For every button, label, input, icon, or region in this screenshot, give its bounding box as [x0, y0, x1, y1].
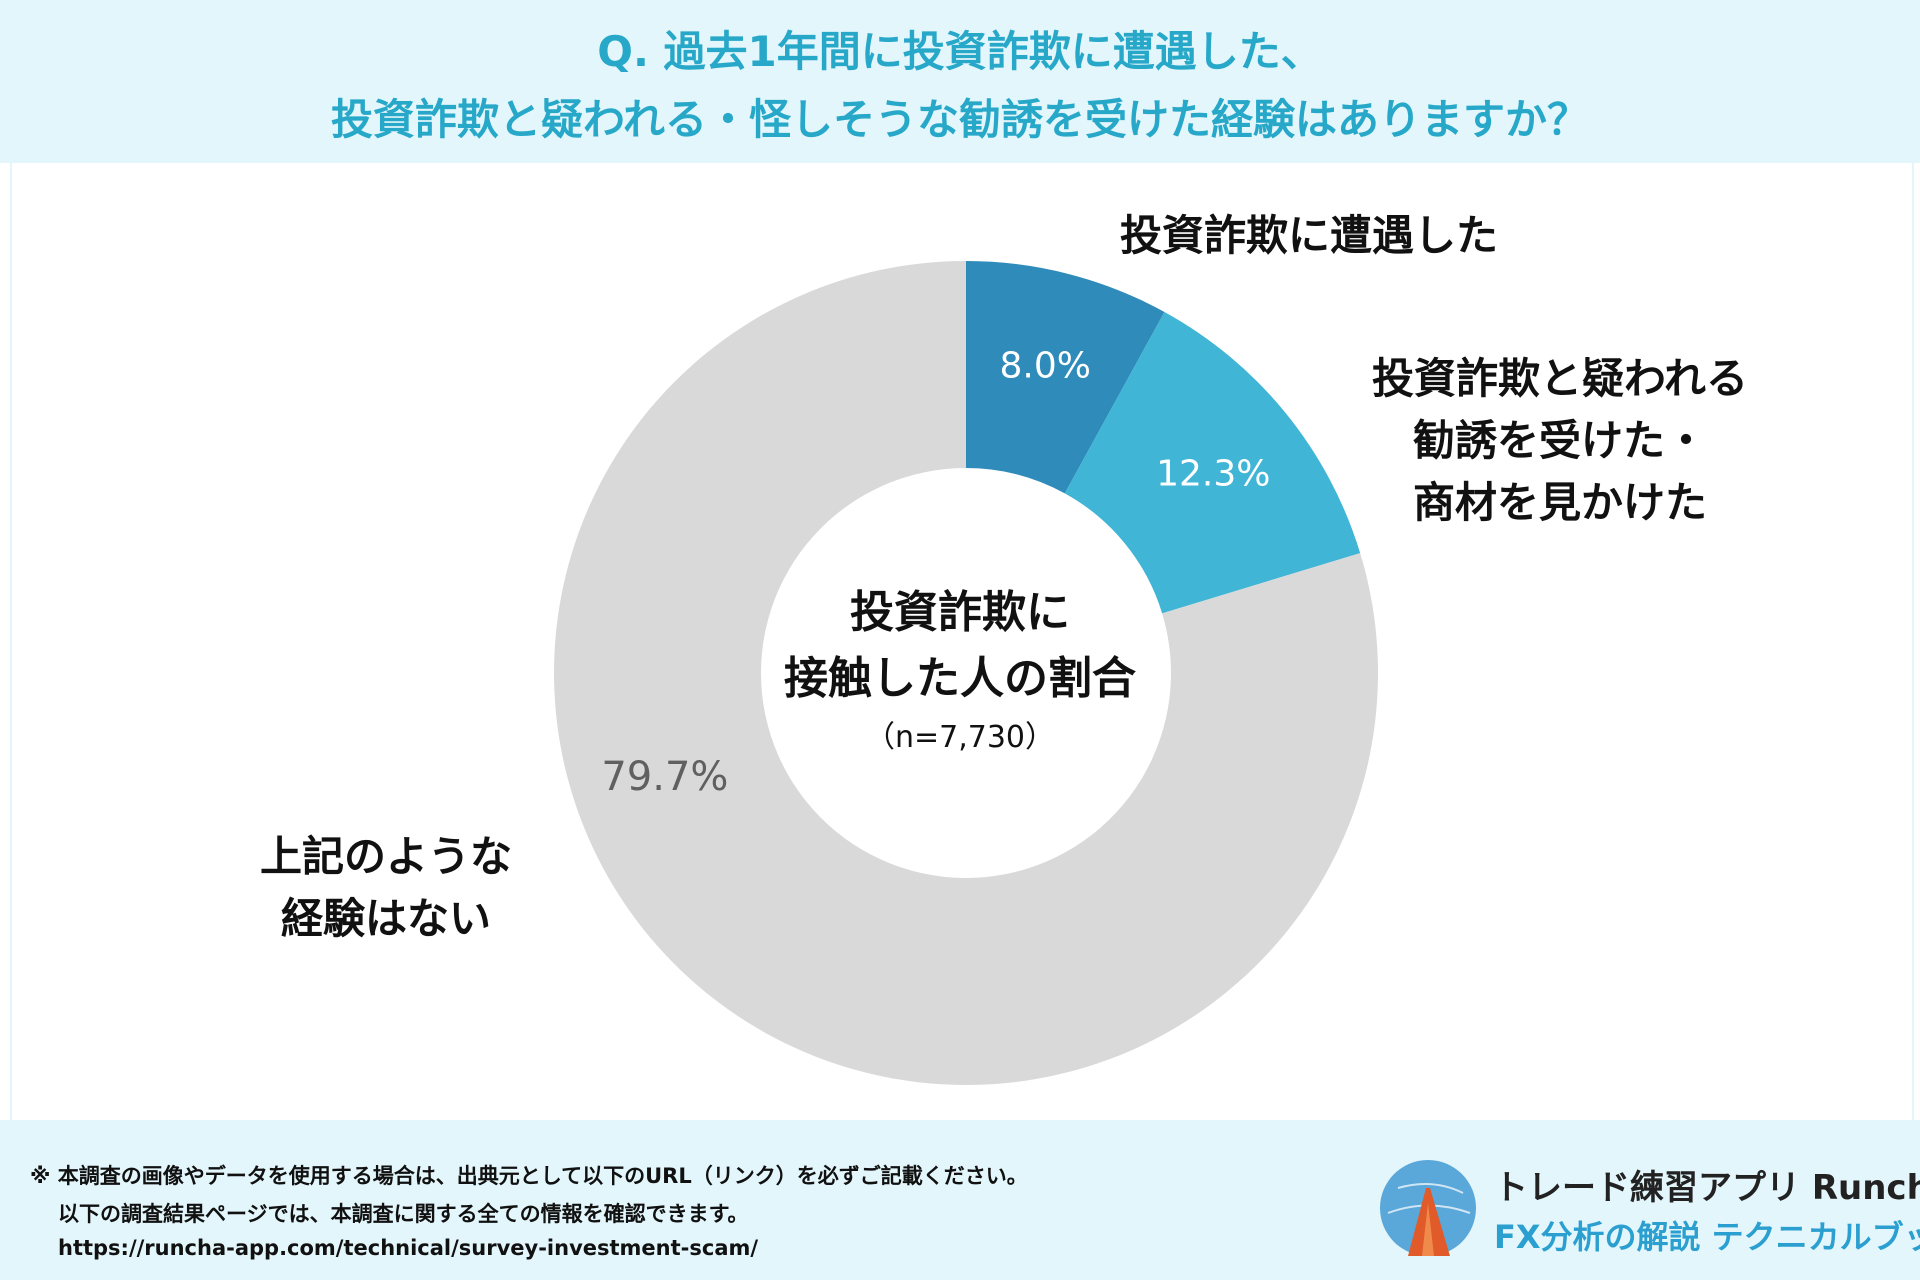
- slice-none: [554, 261, 1379, 1085]
- category-label-none: 上記のような 経験はない: [236, 826, 536, 950]
- sample-size: （n=7,730）: [864, 720, 1056, 755]
- source-url-link[interactable]: https://runcha-app.com/technical/survey-…: [58, 1236, 759, 1260]
- category-label-line: 上記のような: [259, 832, 512, 881]
- brand-name: トレード練習アプリ Runcha: [1494, 1168, 1920, 1208]
- center-title-line: 投資詐欺に: [850, 587, 1070, 638]
- center-title: 投資詐欺に接触した人の割合: [740, 580, 1180, 712]
- value-label: 12.3%: [1156, 453, 1270, 494]
- value-label: 8.0%: [999, 346, 1090, 387]
- category-label-line: 勧誘を受けた・: [1412, 416, 1707, 465]
- category-label-line: 商材を見かけた: [1412, 478, 1707, 527]
- category-label-line: 経験はない: [280, 894, 491, 943]
- brand-tagline: FX分析の解説 テクニカルブック: [1494, 1218, 1920, 1256]
- category-label-line: 投資詐欺と疑われる: [1372, 354, 1748, 403]
- category-label-solicited: 投資詐欺と疑われる 勧誘を受けた・ 商材を見かけた: [1330, 348, 1790, 534]
- donut-chart: 8.0% 12.3% 79.7%: [554, 261, 1379, 1085]
- usage-note: ※ 本調査の画像やデータを使用する場合は、出典元として以下のURL（リンク）を必…: [30, 1164, 1028, 1188]
- footer: ※ 本調査の画像やデータを使用する場合は、出典元として以下のURL（リンク）を必…: [0, 1120, 1920, 1280]
- header-band: Q. 過去1年間に投資詐欺に遭遇した、 投資詐欺と疑われる・怪しそうな勧誘を受け…: [0, 0, 1920, 163]
- slice-solicited: [1064, 311, 1361, 614]
- info-note: 以下の調査結果ページでは、本調査に関する全ての情報を確認できます。: [58, 1202, 749, 1226]
- slice-encountered: [966, 261, 1165, 494]
- value-label: 79.7%: [601, 754, 728, 800]
- runcha-logo-icon: [1380, 1160, 1476, 1256]
- question-line-2: 投資詐欺と疑われる・怪しそうな勧誘を受けた経験はありますか？: [331, 95, 1589, 144]
- center-title-line: 接触した人の割合: [784, 653, 1136, 704]
- category-label-line: 投資詐欺に遭遇した: [1120, 211, 1499, 260]
- category-label-encountered: 投資詐欺に遭遇した: [1120, 205, 1498, 267]
- question-line-1: Q. 過去1年間に投資詐欺に遭遇した、: [597, 27, 1323, 76]
